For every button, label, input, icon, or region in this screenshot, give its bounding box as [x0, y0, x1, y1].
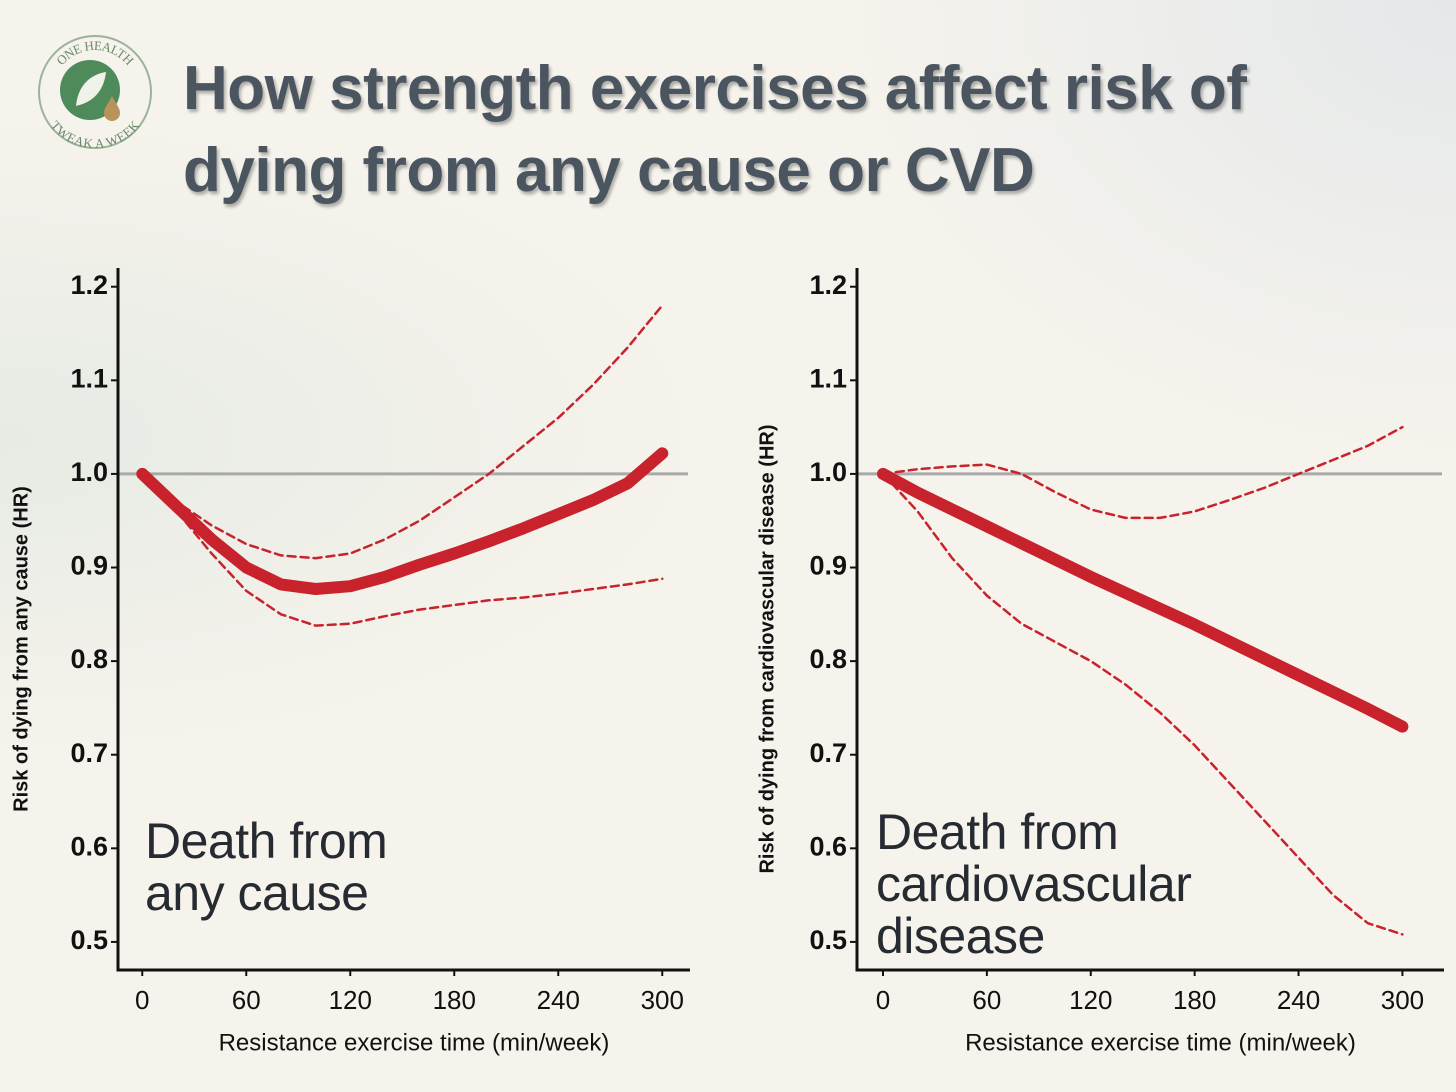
ci-line — [141, 472, 664, 627]
page-title: How strength exercises affect risk of dy… — [183, 54, 1247, 205]
chart-annotation: Death from cardiovascular disease — [876, 804, 1192, 964]
x-tick-label: 120 — [329, 985, 372, 1015]
logo-drop — [104, 96, 120, 121]
x-tick-label: 180 — [433, 985, 476, 1015]
ci-line — [881, 472, 1404, 936]
chart-annotation: Death from any cause — [145, 813, 388, 921]
logo-text-bottom: TWEAK A WEEK — [48, 117, 143, 151]
x-axis-label: Resistance exercise time (min/week) — [219, 1029, 610, 1056]
y-tick-label: 0.8 — [809, 644, 847, 674]
y-tick-label: 1.1 — [70, 363, 108, 393]
y-tick-label: 0.9 — [809, 551, 847, 581]
hr-line — [877, 467, 1409, 733]
y-tick-label: 0.6 — [809, 831, 847, 861]
y-tick-label: 0.6 — [70, 831, 108, 861]
x-tick-label: 120 — [1069, 985, 1112, 1015]
y-tick-label: 1.2 — [809, 270, 847, 300]
x-axis-label: Resistance exercise time (min/week) — [965, 1029, 1356, 1056]
x-tick-label: 0 — [135, 985, 149, 1015]
y-tick-label: 0.7 — [70, 738, 108, 768]
y-tick-label: 1.0 — [70, 457, 108, 487]
y-tick-label: 1.1 — [809, 363, 847, 393]
y-axis-label: Risk of dying from cardiovascular diseas… — [756, 424, 778, 873]
x-tick-label: 300 — [641, 985, 684, 1015]
x-tick-label: 240 — [1277, 985, 1320, 1015]
y-tick-label: 0.5 — [809, 925, 847, 955]
x-tick-label: 180 — [1173, 985, 1216, 1015]
logo-text-bottom-path: TWEAK A WEEK — [48, 117, 143, 151]
x-tick-label: 60 — [972, 985, 1001, 1015]
logo-ring — [38, 35, 152, 149]
hr-line — [136, 447, 669, 595]
y-axis-label: Risk of dying from any cause (HR) — [10, 486, 32, 812]
x-tick-label: 300 — [1381, 985, 1424, 1015]
y-tick-label: 0.7 — [809, 738, 847, 768]
ci-line — [881, 425, 1404, 520]
y-tick-label: 0.5 — [70, 925, 108, 955]
x-tick-label: 0 — [876, 985, 890, 1015]
y-tick-label: 0.9 — [70, 551, 108, 581]
ci-line — [141, 304, 664, 560]
y-tick-label: 0.8 — [70, 644, 108, 674]
x-tick-label: 240 — [537, 985, 580, 1015]
logo-leaf — [76, 72, 106, 106]
y-tick-label: 1.0 — [809, 457, 847, 487]
logo: ONE HEALTH TWEAK A WEEK — [38, 35, 152, 151]
y-tick-label: 1.2 — [70, 270, 108, 300]
x-tick-label: 60 — [232, 985, 261, 1015]
